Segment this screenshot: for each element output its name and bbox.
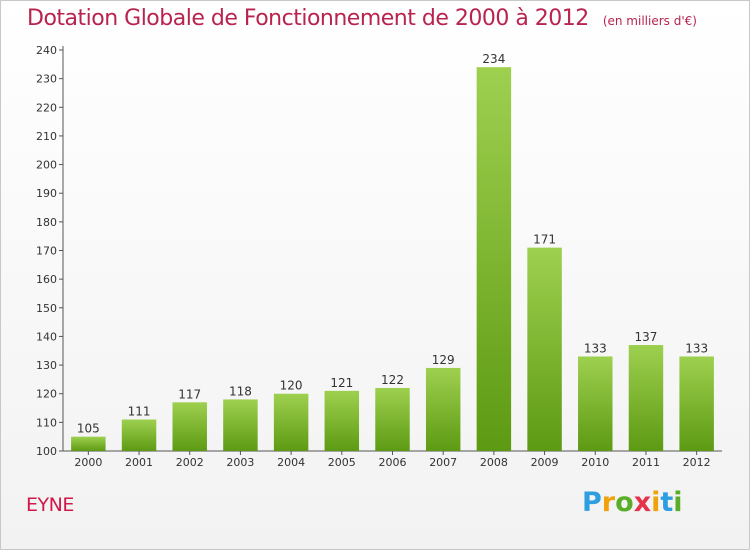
data-label-2011: 137 [635, 330, 658, 344]
logo-letter: r [601, 487, 616, 518]
x-tick-label-2010: 2010 [581, 456, 609, 469]
logo-letter: o [615, 487, 634, 518]
data-label-2007: 129 [432, 353, 455, 367]
data-label-2003: 118 [229, 384, 252, 398]
y-tick-label: 170 [36, 245, 57, 258]
proxiti-logo: Proxiti [582, 487, 683, 518]
x-tick-label-2009: 2009 [531, 456, 559, 469]
data-label-2001: 111 [128, 404, 151, 418]
x-tick-label-2002: 2002 [176, 456, 204, 469]
chart-title-text: Dotation Globale de Fonctionnement de 20… [27, 6, 589, 31]
chart-unit: (en milliers d'€) [602, 14, 697, 28]
chart-data-labels: 105 111 117 118 120 121 122 129 234 171 133 137 133 [77, 52, 708, 435]
bar-2002 [172, 402, 207, 451]
x-tick-label-2004: 2004 [277, 456, 305, 469]
bar-2006 [375, 387, 410, 451]
data-label-2009: 171 [533, 233, 556, 247]
x-tick-label-2003: 2003 [226, 456, 254, 469]
bar-2003 [223, 399, 258, 451]
y-tick-label: 110 [36, 416, 57, 429]
x-tick-label-2007: 2007 [429, 456, 457, 469]
y-tick-label: 140 [36, 330, 57, 343]
bar-2010 [578, 356, 613, 451]
bar-2008 [476, 67, 512, 451]
bar-2005 [324, 390, 360, 451]
y-tick-label: 180 [36, 216, 57, 229]
logo-letter: x [633, 487, 652, 518]
chart-bars [71, 67, 714, 451]
data-label-2005: 121 [330, 376, 353, 390]
y-tick-label: 100 [36, 445, 57, 458]
x-tick-label-2006: 2006 [379, 456, 407, 469]
data-label-2010: 133 [584, 341, 607, 355]
logo-letter: i [673, 487, 683, 518]
x-tick-label-2001: 2001 [125, 456, 153, 469]
data-label-2008: 234 [482, 52, 505, 66]
bar-2012 [679, 356, 714, 451]
data-label-2004: 120 [280, 379, 303, 393]
logo-letter: t [660, 487, 674, 518]
data-label-2012: 133 [685, 341, 708, 355]
y-tick-label: 240 [36, 44, 57, 57]
bar-2007 [425, 367, 461, 451]
x-tick-label-2012: 2012 [683, 456, 711, 469]
y-tick-label: 210 [36, 130, 57, 143]
data-label-2000: 105 [77, 422, 100, 436]
y-tick-label: 230 [36, 73, 57, 86]
y-tick-label: 190 [36, 187, 57, 200]
bar-2011 [628, 345, 664, 451]
chart-title: Dotation Globale de Fonctionnement de 20… [27, 6, 697, 31]
x-tick-label-2008: 2008 [480, 456, 508, 469]
y-tick-label: 150 [36, 302, 57, 315]
bar-2009 [527, 247, 562, 451]
y-tick-label: 160 [36, 273, 57, 286]
y-tick-label: 220 [36, 101, 57, 114]
bar-2000 [71, 436, 106, 451]
y-tick-label: 120 [36, 388, 57, 401]
y-tick-label: 130 [36, 359, 57, 372]
bar-2001 [121, 419, 157, 451]
x-tick-label-2000: 2000 [74, 456, 102, 469]
logo-letter: i [651, 487, 661, 518]
logo-letter: P [582, 487, 602, 518]
data-label-2006: 122 [381, 373, 404, 387]
y-tick-label: 200 [36, 159, 57, 172]
bar-2004 [273, 393, 309, 451]
data-label-2002: 117 [178, 387, 201, 401]
place-name: EYNE [26, 494, 74, 516]
x-tick-label-2005: 2005 [328, 456, 356, 469]
x-tick-label-2011: 2011 [632, 456, 660, 469]
